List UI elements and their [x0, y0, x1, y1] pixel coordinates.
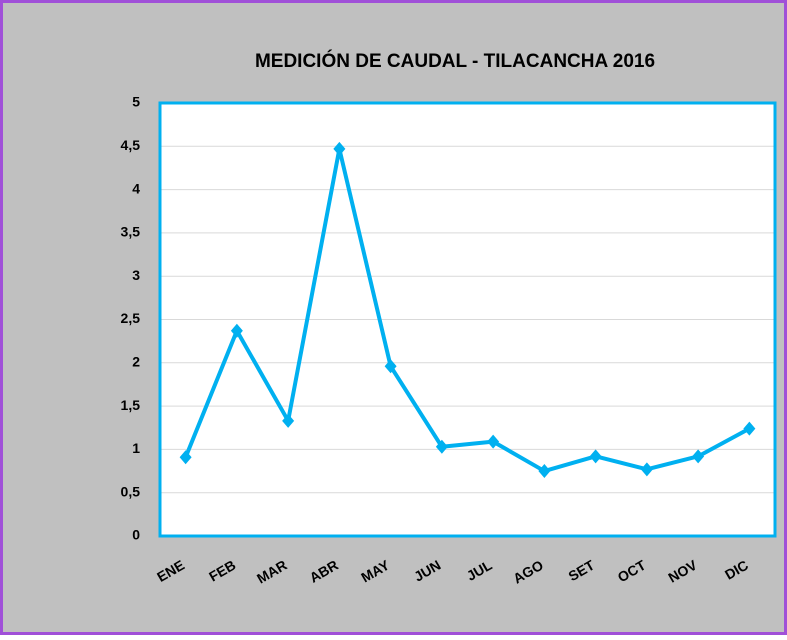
marker [487, 434, 500, 449]
marker [384, 359, 397, 374]
marker [743, 421, 756, 436]
chart-title: MEDICIÓN DE CAUDAL - TILACANCHA 2016 [255, 50, 655, 72]
marker [435, 439, 448, 454]
y-tick-label: 3 [132, 267, 140, 283]
marker [538, 464, 551, 479]
plot-border [158, 101, 777, 538]
y-tick-label: 0,5 [121, 483, 141, 499]
y-tick-label: 4 [132, 180, 140, 196]
y-tick-label: 4,5 [121, 137, 141, 153]
y-tick-label: 0 [132, 527, 140, 543]
marker [640, 462, 653, 477]
y-tick-label: 3,5 [121, 224, 141, 240]
marker [692, 449, 705, 464]
marker [282, 413, 295, 428]
y-tick-label: 1,5 [121, 397, 141, 413]
y-tick-label: 5 [132, 94, 140, 110]
marker [333, 141, 346, 156]
y-tick-label: 1 [132, 440, 140, 456]
marker [589, 449, 602, 464]
y-tick-label: 2 [132, 354, 140, 370]
line [183, 146, 751, 474]
marker [179, 450, 192, 465]
y-tick-label: 2,5 [121, 310, 141, 326]
marker [230, 323, 243, 338]
